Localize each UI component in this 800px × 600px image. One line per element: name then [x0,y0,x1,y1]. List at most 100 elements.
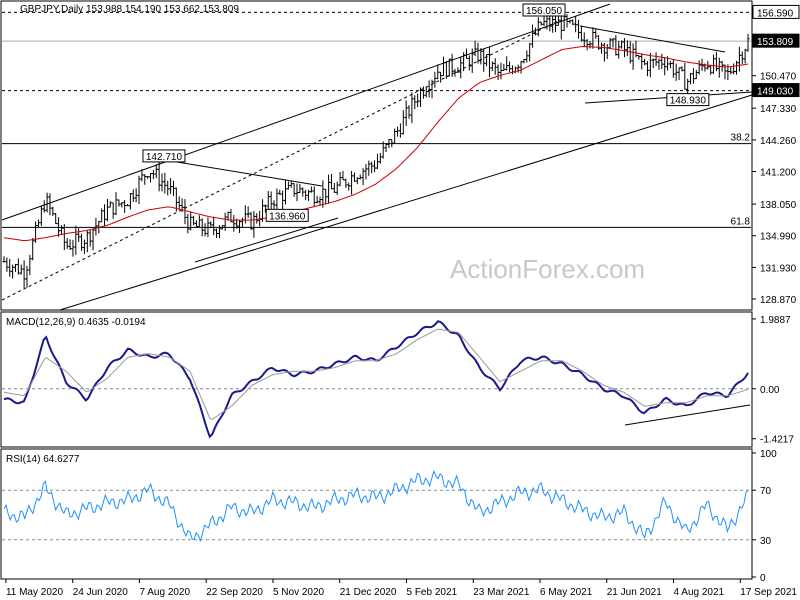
ohlc-bar [361,168,365,186]
ohlc-bar [289,180,293,188]
ohlc-bar [8,258,12,277]
ohlc-bar [467,55,471,71]
ohlc-bar [278,189,282,195]
ohlc-bar [59,225,63,235]
ohlc-bar [344,178,348,188]
ohlc-bar [120,202,124,208]
ohlc-bar [31,238,35,261]
ohlc-bar [381,141,385,159]
ohlc-bar [663,56,667,76]
ohlc-bar [611,38,615,48]
ohlc-bar [674,63,678,81]
ohlc-bar [442,56,446,77]
ohlc-bar [223,212,227,231]
ohlc-bar [105,198,109,222]
ohlc-bar [36,219,40,227]
ohlc-bar [85,230,89,253]
rsi-tick-label: 70 [760,486,772,497]
ohlc-bar [654,52,658,66]
ohlc-bar [123,199,127,213]
ohlc-bar [439,71,443,83]
price-plot: 38.2 61.8 156.050 142.710 136.960 148.930 [1,3,753,311]
ohlc-bar [393,128,397,144]
ohlc-bar [645,61,649,77]
ohlc-bar [697,60,701,75]
ohlc-bar [149,173,153,183]
ohlc-bar [206,217,210,238]
ohlc-bar [525,50,529,63]
ohlc-bar [117,199,121,207]
ohlc-bar [574,16,578,33]
ohlc-bar [485,54,489,67]
ohlc-bar [128,192,132,210]
ohlc-bar [660,53,664,70]
ohlc-bar [358,174,362,180]
ohlc-bar [329,173,333,190]
ohlc-bar [151,169,155,180]
rsi-tick-label: 30 [760,536,772,547]
price-tag-label-0: 156.590 [757,8,794,19]
ohlc-bar [215,228,219,238]
ohlc-bar [42,200,46,213]
ohlc-bar [249,211,253,231]
ohlc-bar [171,180,175,196]
ohlc-bar [453,68,457,77]
ohlc-bar [737,46,741,72]
ohlc-bar [482,48,486,72]
ohlc-bar [332,183,336,193]
macd-series-1 [3,328,749,420]
ohlc-bar [378,152,382,164]
ohlc-bar [568,19,572,24]
ohlc-bar [591,27,595,49]
trend-line-1 [59,94,753,311]
ohlc-bar [335,181,339,196]
price-tag-0 [752,4,800,19]
ohlc-bar [562,14,566,31]
ohlc-bar [146,175,150,179]
ohlc-bar [186,213,190,234]
ohlc-bar [91,229,95,251]
macd-tick-label: 0.00 [760,385,780,396]
ohlc-bar [533,27,537,36]
price-pane-frame [0,0,753,311]
ohlc-bar [169,178,173,194]
ohlc-bar [634,40,638,58]
x-tick-label: 11 May 2020 [6,587,64,598]
ohlc-bar [203,223,207,237]
ohlc-bar [292,183,296,197]
ohlc-bar [620,40,624,49]
ohlc-bar [163,172,167,194]
ohlc-bar [318,196,322,206]
ohlc-bar [177,196,181,210]
price-tick-label: 128.870 [760,295,797,306]
macd-pane-frame [0,311,753,448]
ohlc-bar [13,263,17,272]
ohlc-bar [643,58,647,66]
ohlc-bar [709,64,713,75]
ohlc-bar [5,257,9,272]
watermark: ActionForex.com [450,254,645,284]
ohlc-bar [430,79,434,99]
ohlc-bar [476,42,480,64]
moving-average-line [3,45,749,241]
ohlc-bar [505,56,509,71]
ohlc-bar [217,225,221,239]
ohlc-bar [324,188,328,205]
ohlc-bar [582,32,586,48]
trend-line-4 [194,217,339,263]
ohlc-bar [312,186,316,207]
ohlc-bar [470,48,474,73]
annotation-label-1: 142.710 [146,152,183,163]
ohlc-bar [157,160,161,192]
price-tick-label: 134.990 [760,232,797,243]
ohlc-bar [166,180,170,196]
macd-tick-label: 1.9887 [760,315,791,326]
x-tick-label: 5 Nov 2020 [273,587,325,598]
ohlc-bar [352,172,356,182]
ohlc-bar [238,219,242,233]
ohlc-bar [183,199,187,225]
ohlc-bar [536,17,540,37]
ohlc-bar [410,92,414,124]
ohlc-bar [479,48,483,65]
ohlc-bar [51,206,55,216]
